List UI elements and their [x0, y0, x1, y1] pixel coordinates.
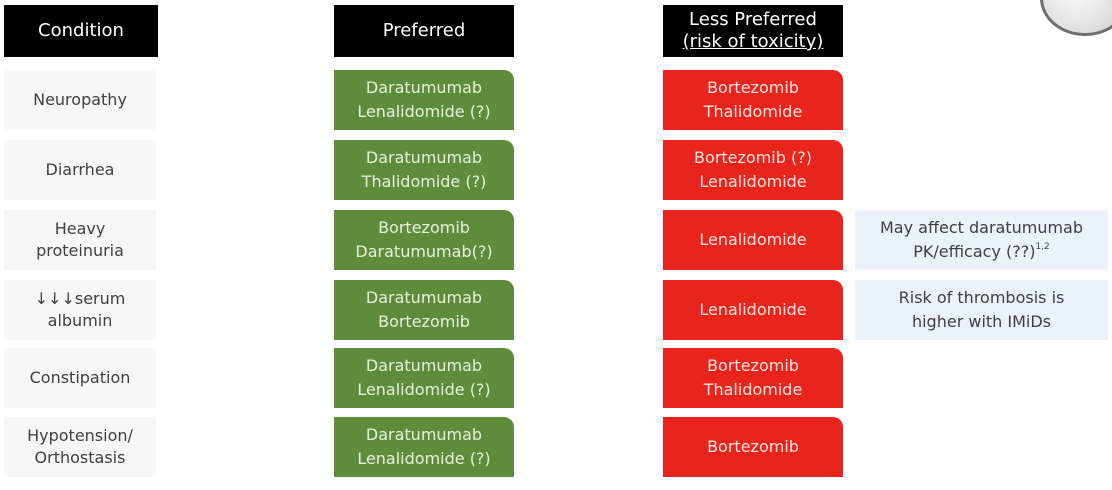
note-text: higher with IMiDs	[911, 312, 1052, 331]
condition-text: Heavy	[54, 219, 106, 238]
note-text-with-reference: PK/efficacy (??)1,2	[913, 240, 1050, 264]
condition-text: Neuropathy	[33, 90, 127, 109]
header-less-preferred: Less Preferred (risk of toxicity)	[663, 5, 843, 57]
preferred-drug: Bortezomib	[378, 218, 470, 237]
header-condition: Condition	[4, 5, 158, 57]
preferred-cell-constipation: Daratumumab Lenalidomide (?)	[334, 348, 514, 408]
less-preferred-drug: Thalidomide	[703, 102, 803, 121]
preferred-drug: Daratumumab(?)	[355, 242, 493, 261]
condition-text: Orthostasis	[34, 448, 126, 467]
less-preferred-drug: Bortezomib	[707, 437, 799, 456]
preferred-cell-hypotension: Daratumumab Lenalidomide (?)	[334, 417, 514, 477]
preferred-drug: Daratumumab	[365, 425, 483, 444]
preferred-cell-neuropathy: Daratumumab Lenalidomide (?)	[334, 70, 514, 130]
condition-text: albumin	[47, 311, 113, 330]
condition-cell-neuropathy: Neuropathy	[4, 70, 156, 130]
condition-text: ↓↓↓serum	[34, 289, 126, 308]
less-preferred-cell-hypotension: Bortezomib	[663, 417, 843, 477]
condition-text: Diarrhea	[45, 160, 115, 179]
reference-superscript: 1,2	[1035, 242, 1050, 252]
less-preferred-drug: Lenalidomide	[699, 172, 807, 191]
less-preferred-cell-constipation: Bortezomib Thalidomide	[663, 348, 843, 408]
less-preferred-drug: Bortezomib	[707, 356, 799, 375]
magnifier-lens-decoration	[1040, 0, 1112, 36]
condition-text: Hypotension/	[27, 426, 133, 445]
less-preferred-drug: Thalidomide	[703, 380, 803, 399]
preferred-drug: Daratumumab	[365, 78, 483, 97]
preferred-drug: Daratumumab	[365, 356, 483, 375]
preferred-cell-heavy-proteinuria: Bortezomib Daratumumab(?)	[334, 210, 514, 270]
less-preferred-cell-diarrhea: Bortezomib (?) Lenalidomide	[663, 140, 843, 200]
preferred-cell-diarrhea: Daratumumab Thalidomide (?)	[334, 140, 514, 200]
preferred-drug: Daratumumab	[365, 148, 483, 167]
preferred-drug: Daratumumab	[365, 288, 483, 307]
condition-cell-hypotension: Hypotension/ Orthostasis	[4, 417, 156, 477]
preferred-cell-serum-albumin: Daratumumab Bortezomib	[334, 280, 514, 340]
condition-cell-serum-albumin: ↓↓↓serum albumin	[4, 280, 156, 340]
condition-cell-heavy-proteinuria: Heavy proteinuria	[4, 210, 156, 270]
preferred-drug: Thalidomide (?)	[361, 172, 487, 191]
header-condition-label: Condition	[38, 20, 124, 41]
header-less-preferred-line2: (risk of toxicity)	[682, 31, 824, 52]
less-preferred-drug: Lenalidomide	[699, 300, 807, 319]
condition-text: Constipation	[29, 368, 131, 387]
condition-cell-constipation: Constipation	[4, 348, 156, 408]
preferred-drug: Bortezomib	[378, 312, 470, 331]
less-preferred-cell-heavy-proteinuria: Lenalidomide	[663, 210, 843, 270]
note-cell-heavy-proteinuria: May affect daratumumab PK/efficacy (??)1…	[855, 210, 1108, 270]
note-cell-serum-albumin: Risk of thrombosis is higher with IMiDs	[855, 280, 1108, 340]
note-text: May affect daratumumab	[879, 218, 1084, 237]
preferred-drug: Lenalidomide (?)	[357, 102, 491, 121]
less-preferred-drug: Lenalidomide	[699, 230, 807, 249]
note-text: PK/efficacy (??)	[913, 242, 1036, 261]
note-text: Risk of thrombosis is	[898, 288, 1065, 307]
header-preferred: Preferred	[334, 5, 514, 57]
header-preferred-label: Preferred	[382, 20, 466, 41]
condition-text: proteinuria	[36, 241, 124, 260]
condition-cell-diarrhea: Diarrhea	[4, 140, 156, 200]
header-less-preferred-line1: Less Preferred	[689, 9, 817, 30]
preferred-drug: Lenalidomide (?)	[357, 449, 491, 468]
less-preferred-cell-neuropathy: Bortezomib Thalidomide	[663, 70, 843, 130]
preferred-drug: Lenalidomide (?)	[357, 380, 491, 399]
less-preferred-drug: Bortezomib	[707, 78, 799, 97]
less-preferred-drug: Bortezomib (?)	[694, 148, 812, 167]
less-preferred-cell-serum-albumin: Lenalidomide	[663, 280, 843, 340]
